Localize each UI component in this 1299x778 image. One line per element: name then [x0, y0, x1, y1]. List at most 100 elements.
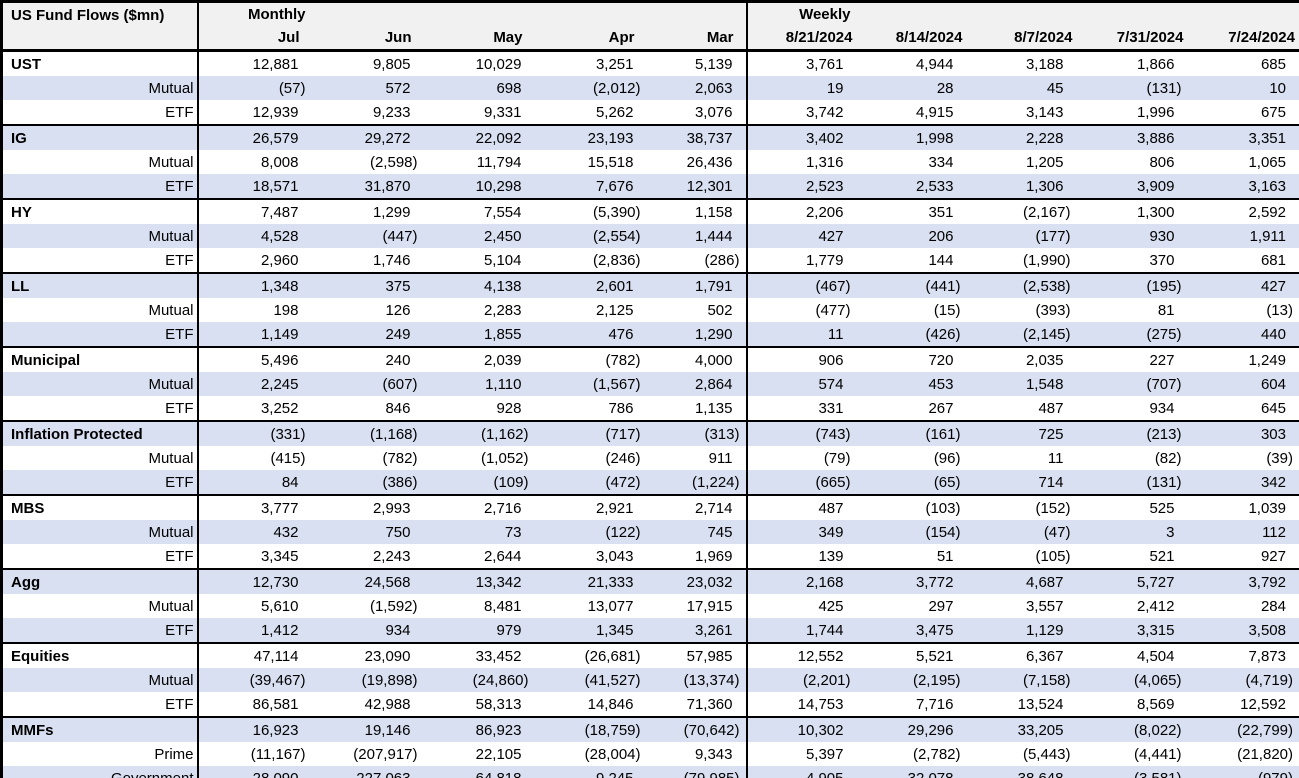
value-cell: 604 — [1187, 372, 1299, 396]
value-cell: 453 — [856, 372, 967, 396]
value-cell: 927 — [1260, 547, 1286, 565]
group-label-cell: Municipal — [1, 346, 199, 372]
value-cell: (207,917) — [353, 745, 418, 763]
value-cell: 2,243 — [372, 547, 411, 565]
value-cell: 928 — [496, 399, 522, 417]
value-cell: 4,138 — [423, 272, 535, 298]
table-row: Mutual 198 126 2,283 2,125 502 (477) (15) (393) 8… — [1, 298, 1299, 322]
value-cell: 375 — [311, 272, 424, 298]
value-cell: 2,533 — [856, 174, 967, 199]
value-cell: 3,163 — [1187, 174, 1299, 199]
row-label-cell: Mutual — [1, 224, 199, 248]
value-cell: 331 — [818, 399, 844, 417]
value-cell: 45 — [966, 76, 1077, 100]
value-cell: 427 — [1187, 272, 1299, 298]
value-cell: 2,206 — [746, 198, 857, 224]
value-cell: (4,719) — [1187, 668, 1299, 692]
value-cell: 28,090 — [197, 766, 312, 778]
value-cell: 3,742 — [805, 103, 844, 121]
value-cell: (782) — [382, 449, 418, 467]
value-cell: (246) — [605, 449, 641, 467]
value-cell: (1,990) — [1022, 251, 1071, 269]
value-cell: (467) — [746, 272, 857, 298]
value-cell: 370 — [1149, 251, 1175, 269]
value-cell: 1,348 — [197, 272, 312, 298]
row-label-cell: ETF — [1, 544, 199, 569]
value-cell: 32,078 — [856, 766, 967, 778]
value-cell: 14,753 — [797, 695, 844, 713]
value-cell: 19,146 — [311, 716, 424, 742]
value-cell: 81 — [1157, 301, 1175, 319]
value-cell: (131) — [1076, 76, 1188, 100]
value-cell: 284 — [1260, 597, 1286, 615]
table-row: ETF 18,571 31,870 10,298 7,676 12,301 2,523 2,5… — [1, 174, 1299, 199]
value-cell: 126 — [385, 301, 411, 319]
value-cell: 1,969 — [646, 544, 748, 569]
value-cell: 2,644 — [483, 547, 522, 565]
header-spacer — [966, 1, 1077, 26]
value-cell: 11,794 — [476, 153, 522, 171]
value-cell: (2,167) — [966, 198, 1077, 224]
group-label-cell: MMFs — [1, 716, 199, 742]
value-cell: 3,792 — [1187, 568, 1299, 594]
value-cell: 7,716 — [915, 695, 954, 713]
value-cell: 698 — [423, 76, 535, 100]
value-cell: 28 — [856, 76, 967, 100]
header-spacer — [534, 1, 647, 26]
value-cell: 681 — [1260, 251, 1286, 269]
value-cell: 7,676 — [534, 174, 647, 199]
value-cell: (313) — [646, 420, 748, 446]
value-cell: 1,548 — [966, 372, 1077, 396]
value-cell: 297 — [928, 597, 954, 615]
value-cell: 2,450 — [423, 224, 535, 248]
value-cell: 3,557 — [1025, 597, 1064, 615]
value-cell: 26,579 — [197, 124, 312, 150]
table-row: ETF 1,149 249 1,855 476 1,290 11 (426) (2,145) (2… — [1, 322, 1299, 347]
row-label-cell: ETF — [1, 692, 199, 717]
value-cell: 440 — [1187, 322, 1299, 347]
value-cell: 1,855 — [423, 322, 535, 347]
value-cell: 11 — [1047, 449, 1064, 467]
value-cell: 1,744 — [746, 618, 857, 643]
value-cell: 7,487 — [197, 198, 312, 224]
value-cell: (13) — [1266, 301, 1293, 319]
value-cell: 3 — [1076, 520, 1188, 544]
value-cell: 906 — [746, 346, 857, 372]
value-cell: 7,873 — [1187, 642, 1299, 668]
value-cell: 86,581 — [252, 695, 299, 713]
value-cell: (7,158) — [966, 668, 1077, 692]
group-label-cell: UST — [1, 49, 199, 76]
value-cell: 1,110 — [423, 372, 535, 396]
value-cell: 198 — [273, 301, 299, 319]
row-label-cell: Mutual — [1, 520, 199, 544]
table-row: IG 26,579 29,272 22,092 23,193 38,737 3,402 1,9… — [1, 124, 1299, 150]
value-cell: 1,300 — [1076, 198, 1188, 224]
value-cell: 5,521 — [856, 642, 967, 668]
row-label-cell: ETF — [1, 100, 199, 125]
value-cell: 675 — [1260, 103, 1286, 121]
value-cell: 3,188 — [966, 49, 1077, 76]
value-cell: 26,436 — [646, 150, 748, 174]
value-cell: 5,104 — [483, 251, 522, 269]
value-cell: 4,915 — [915, 103, 954, 121]
value-cell: (477) — [815, 301, 851, 319]
value-cell: 1,249 — [1187, 346, 1299, 372]
value-cell: 9,233 — [372, 103, 411, 121]
value-cell: (122) — [534, 520, 647, 544]
value-cell: 502 — [646, 298, 748, 322]
value-cell: 3,261 — [646, 618, 748, 643]
value-cell: 19 — [746, 76, 857, 100]
value-cell: 487 — [746, 494, 857, 520]
value-cell: 14,846 — [587, 695, 634, 713]
value-cell: 240 — [311, 346, 424, 372]
value-cell: (393) — [1035, 301, 1071, 319]
value-cell: 2,035 — [966, 346, 1077, 372]
value-cell: 24,568 — [311, 568, 424, 594]
value-cell: 846 — [385, 399, 411, 417]
value-cell: (2,012) — [534, 76, 647, 100]
value-cell: (109) — [423, 470, 535, 495]
table-row: Municipal 5,496 240 2,039 (782) 4,000 906 720 2,… — [1, 346, 1299, 372]
value-cell: 2,168 — [746, 568, 857, 594]
value-cell: 13,342 — [423, 568, 535, 594]
